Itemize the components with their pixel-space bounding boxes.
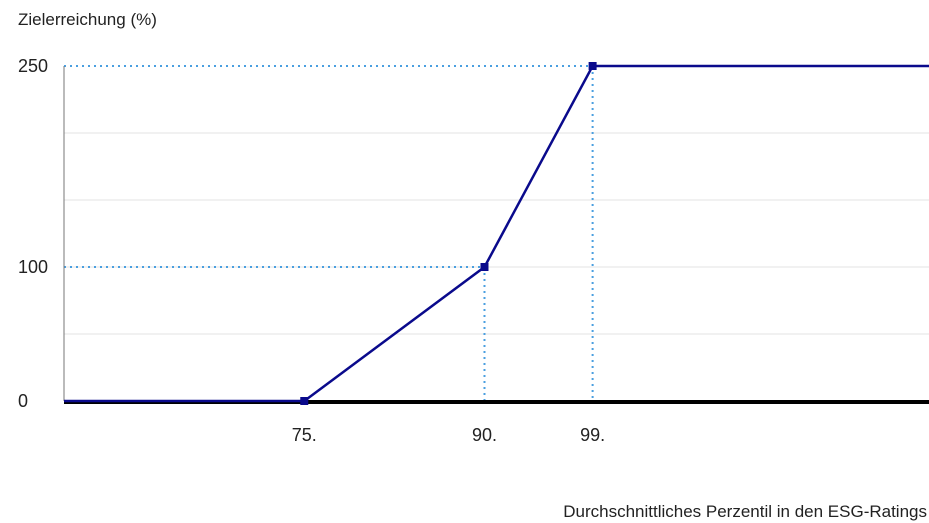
x-tick-label-99: 99.	[580, 425, 605, 445]
data-point-90	[480, 263, 489, 271]
reference-lines	[64, 65, 594, 401]
x-tick-label-75: 75.	[292, 425, 317, 445]
x-tick-label-90: 90.	[472, 425, 497, 445]
chart-title: Zielerreichung (%)	[18, 10, 157, 29]
y-tick-label-250: 250	[18, 56, 48, 76]
series-line	[64, 64, 929, 403]
series	[64, 62, 929, 405]
data-point-75	[300, 397, 309, 405]
y-tick-label-100: 100	[18, 257, 48, 277]
y-tick-label-0: 0	[18, 391, 28, 411]
data-point-99	[588, 62, 597, 70]
grid-lines	[64, 132, 929, 335]
x-axis-label: Durchschnittliches Perzentil in den ESG-…	[563, 502, 927, 521]
axes	[63, 66, 929, 404]
tick-labels: 0 100 250 75. 90. 99.	[18, 56, 605, 445]
labels: Zielerreichung (%) Durchschnittliches Pe…	[18, 10, 927, 521]
